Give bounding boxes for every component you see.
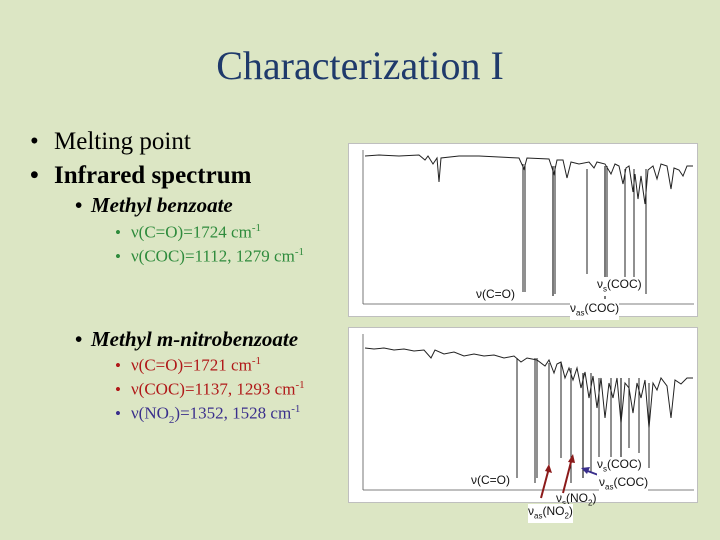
value-text: ν(COC)=1137, 1293 cm <box>131 379 296 399</box>
compound1-line2: • ν(COC)=1112, 1279 cm-1 <box>115 246 304 266</box>
spec1-label-co: ν(C=O) <box>476 287 515 301</box>
sub: 2 <box>588 498 593 508</box>
sup: -1 <box>294 246 304 258</box>
compound1-line1: • ν(C=O)=1724 cm-1 <box>115 222 261 242</box>
spec2-label-no2-as: νas(NO2) <box>528 504 573 524</box>
spec2-label-co: ν(C=O) <box>471 473 510 487</box>
spec2-label-coc-as: νas(COC) <box>599 475 649 495</box>
compound2-line1: • ν(C=O)=1721 cm-1 <box>115 355 261 375</box>
label-rest: (COC) <box>607 457 642 471</box>
ir-spectrum-methyl-m-nitrobenzoate: ν(C=O) νs(COC) νas(COC) νs(NO2) <box>348 327 698 507</box>
nu: ν <box>570 301 576 315</box>
value-text: ν(NO <box>131 403 169 423</box>
slide-title: Characterization I <box>216 43 504 88</box>
sub: as <box>605 482 614 492</box>
bullet-infrared: • Infrared spectrum <box>30 162 252 189</box>
sub: s <box>603 464 607 474</box>
label-rest: (NO <box>542 504 565 518</box>
sub: s <box>562 498 566 508</box>
bullet-melting-point: • Melting point <box>30 128 191 155</box>
compound2-heading: • Methyl m-nitrobenzoate <box>75 327 299 351</box>
sub: as <box>534 511 543 521</box>
compound2-line3: • ν(NO2)=1352, 1528 cm-1 <box>115 403 301 427</box>
value-text: ν(C=O)=1721 cm <box>131 355 252 375</box>
sup: -1 <box>295 379 305 391</box>
sub: 2 <box>564 511 569 521</box>
label-rest: (COC) <box>607 277 642 291</box>
sub: s <box>603 284 607 294</box>
label-rest: (COC) <box>584 301 620 315</box>
spectrum1-plot <box>362 150 694 305</box>
spec1-label-coc-as: νas(COC) <box>570 301 620 321</box>
sub: as <box>576 308 585 318</box>
value-text: )=1352, 1528 cm <box>174 403 292 423</box>
sup: -1 <box>251 222 261 234</box>
compound1-heading: • Methyl benzoate <box>75 193 233 217</box>
value-text: ν(COC)=1112, 1279 cm <box>131 246 295 266</box>
nu: ν <box>556 491 562 505</box>
value-text: ν(C=O)=1724 cm <box>131 222 252 242</box>
label-rest: (NO <box>566 491 588 505</box>
nu: ν <box>599 475 605 489</box>
label-rest: ) <box>568 504 573 518</box>
spec1-label-coc-s: νs(COC) <box>597 277 642 297</box>
spectrum2-plot <box>362 334 694 499</box>
label-rest: (COC) <box>613 475 649 489</box>
bullet-text: Melting point <box>54 128 191 155</box>
nu: ν <box>597 457 603 471</box>
compound2-line2: • ν(COC)=1137, 1293 cm-1 <box>115 379 305 399</box>
nu: ν <box>528 504 534 518</box>
sub: 2 <box>168 414 175 427</box>
ir-spectrum-methyl-benzoate: ν(C=O) νs(COC) νas(COC) <box>348 143 698 321</box>
sup: -1 <box>291 403 301 415</box>
compound-name: Methyl benzoate <box>91 193 233 217</box>
compound-name: Methyl m-nitrobenzoate <box>91 327 299 351</box>
label-rest: ) <box>592 491 597 505</box>
sup: -1 <box>251 355 261 367</box>
spec2-label-coc-s: νs(COC) <box>597 457 642 477</box>
spec2-label-no2-s: νs(NO2) <box>556 491 596 510</box>
nu: ν <box>597 277 603 291</box>
bullet-text: Infrared spectrum <box>54 162 252 189</box>
